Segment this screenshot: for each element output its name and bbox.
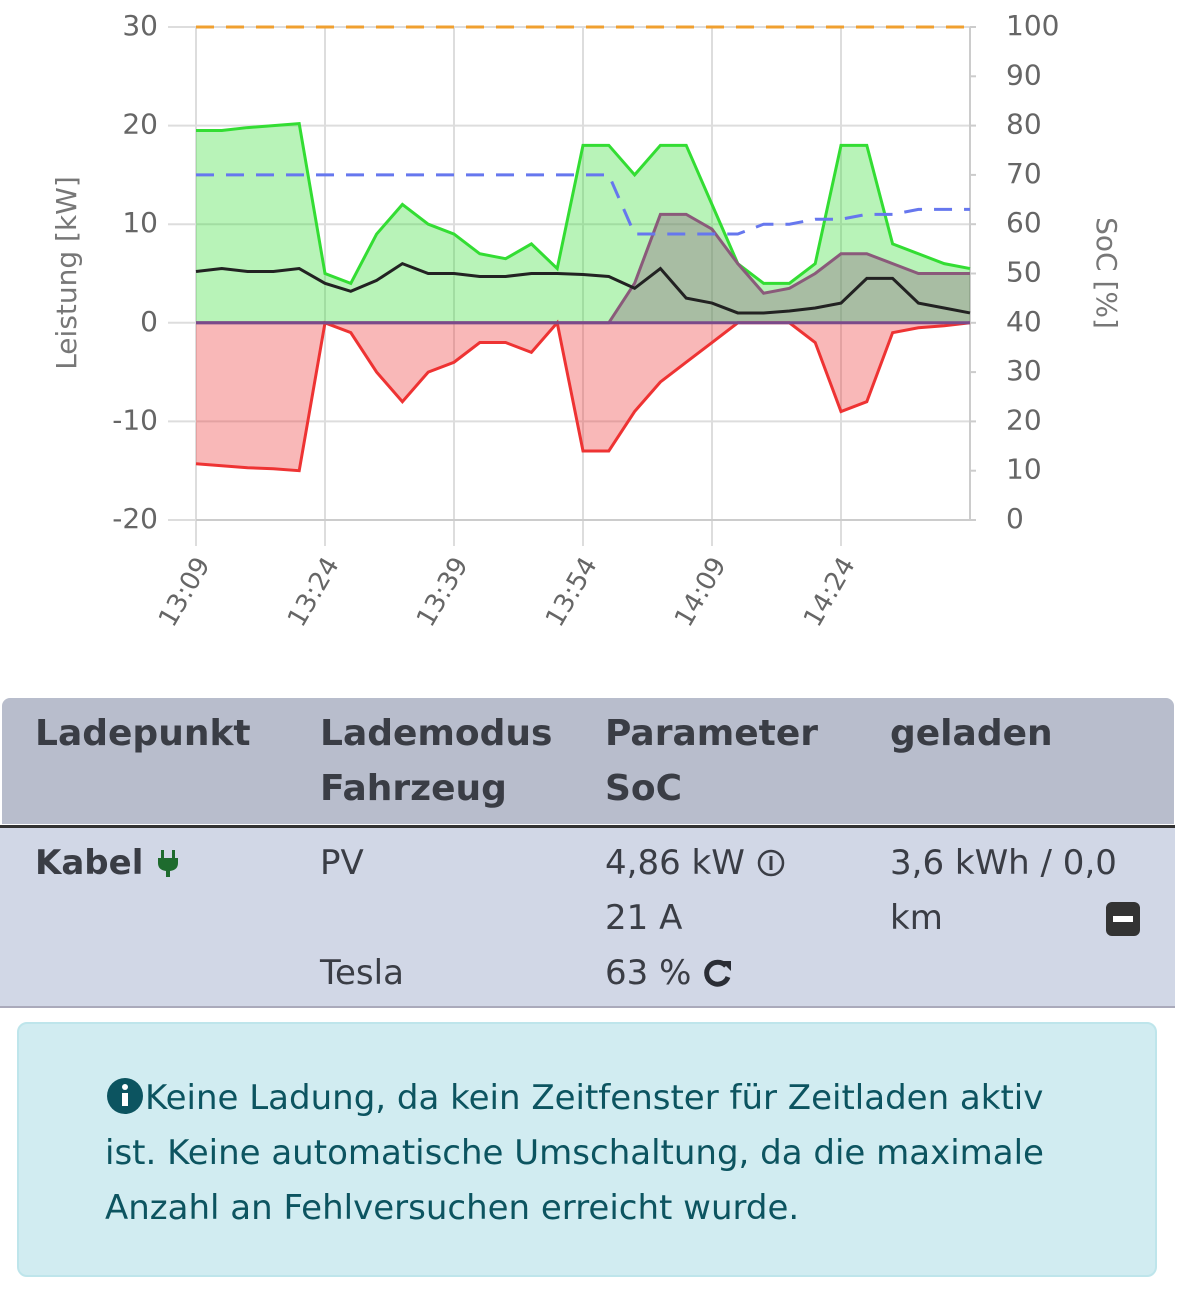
- plug-icon: [158, 850, 179, 877]
- x-tick-label: 14:09: [669, 552, 732, 632]
- y2-tick-label: 0: [1006, 502, 1024, 535]
- y-tick-label: 0: [140, 305, 158, 338]
- y2-tick-label: 10: [1006, 453, 1042, 486]
- alert: Keine Ladung, da kein Zeitfenster für Ze…: [17, 1022, 1157, 1277]
- refresh-icon[interactable]: [702, 957, 736, 989]
- mode: PV: [320, 843, 364, 883]
- table-row: Kabel PV Tesla 4,86 kW 21 A 63 % 3,6 kWh…: [0, 825, 1175, 1008]
- alert-icon: [107, 1078, 143, 1114]
- x-tick-label: 14:24: [798, 552, 861, 632]
- alert-body: Keine Ladung, da kein Zeitfenster für Ze…: [105, 1071, 1065, 1236]
- header-text: Ladepunkt: [35, 713, 251, 754]
- header-text: Fahrzeug: [320, 768, 507, 809]
- header-text: geladen: [890, 713, 1053, 754]
- y2-tick-label: 90: [1006, 58, 1042, 91]
- header-cell: geladen: [890, 706, 1053, 761]
- header-text: SoC: [605, 768, 683, 809]
- y2-tick-label: 80: [1006, 108, 1042, 141]
- x-tick-label: 13:39: [411, 552, 474, 632]
- charged: 3,6 kWh / 0,0 km: [890, 843, 1117, 938]
- area-fill: [196, 322, 970, 471]
- cell: 4,86 kW: [605, 836, 786, 891]
- info-icon[interactable]: [756, 848, 786, 878]
- y2-axis-label: SoC [%]: [1090, 217, 1123, 329]
- y2-tick-label: 70: [1006, 157, 1042, 190]
- y2-tick-label: 30: [1006, 354, 1042, 387]
- cell: 63 %: [605, 946, 736, 1001]
- y-tick-label: 30: [122, 9, 158, 42]
- power: 4,86 kW: [605, 843, 745, 883]
- alert-text: Keine Ladung, da kein Zeitfenster für Ze…: [105, 1078, 1044, 1228]
- cell: Kabel: [35, 836, 181, 891]
- y-tick-label: -20: [112, 502, 158, 535]
- y-axis-label: Leistung [kW]: [50, 176, 83, 370]
- series-line: [196, 173, 970, 236]
- x-tick-label: 13:09: [153, 552, 216, 632]
- chart: Leistung [kW] SoC [%] -20 -10 0 10 20 30 0 10 20…: [50, 9, 1123, 632]
- y-tick-label: 20: [122, 108, 158, 141]
- y2-tick-label: 40: [1006, 305, 1042, 338]
- y2-tick-label: 20: [1006, 403, 1042, 436]
- y2-tick-label: 100: [1006, 9, 1059, 42]
- y-tick-label: -10: [112, 403, 158, 436]
- x-tick-label: 13:54: [540, 552, 603, 632]
- y2-tick-label: 50: [1006, 256, 1042, 289]
- header-text: Lademodus: [320, 713, 553, 754]
- series-line: [195, 261, 971, 315]
- vehicle: Tesla: [320, 953, 404, 993]
- header-cell: Parameter SoC: [605, 706, 818, 816]
- collapse-button[interactable]: [1105, 901, 1141, 937]
- x-tick-label: 13:24: [282, 552, 345, 632]
- y2-tick-label: 60: [1006, 206, 1042, 239]
- y-tick-label: 10: [122, 206, 158, 239]
- soc: 63 %: [605, 953, 692, 993]
- header-cell: Ladepunkt: [35, 706, 251, 761]
- area-fill: [196, 214, 970, 323]
- header-cell: Lademodus Fahrzeug: [320, 706, 553, 816]
- current: 21 A: [605, 898, 683, 938]
- charge-point-name: Kabel: [35, 843, 144, 883]
- series-line: [196, 122, 971, 286]
- table-header: Ladepunkt Lademodus Fahrzeug Parameter SoC…: [2, 698, 1174, 824]
- header-text: Parameter: [605, 713, 819, 754]
